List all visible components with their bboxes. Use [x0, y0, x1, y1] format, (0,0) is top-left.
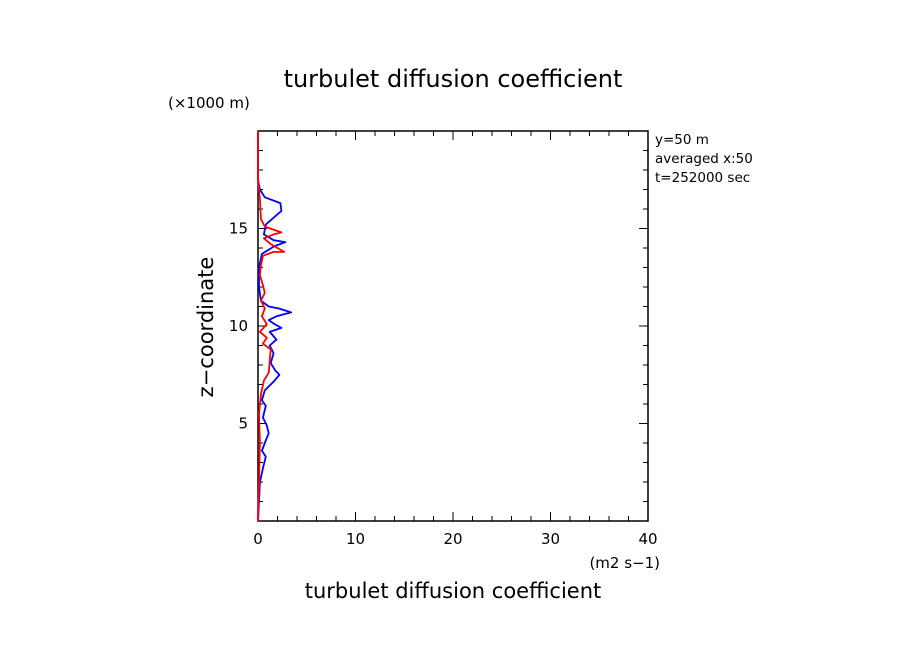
plot-area: 0 10 20 30 40 5 10 15 — [229, 130, 658, 548]
plot-frame — [257, 130, 649, 522]
x-tick-label: 30 — [541, 530, 560, 548]
info-line-average: averaged x:50 — [655, 151, 753, 167]
x-tick-label: 0 — [253, 530, 263, 548]
y-tick-label: 10 — [229, 317, 248, 335]
x-unit-label: (m2 s−1) — [589, 554, 660, 572]
x-tick-label: 10 — [346, 530, 365, 548]
series-line-1 — [257, 131, 286, 522]
x-tick-label: 20 — [443, 530, 462, 548]
x-axis-label: turbulet diffusion coefficient — [305, 579, 602, 603]
info-line-time: t=252000 sec — [655, 170, 750, 186]
info-line-y: y=50 m — [655, 132, 709, 148]
y-unit-label: (×1000 m) — [168, 94, 250, 112]
y-axis-label: z−coordinate — [194, 257, 218, 398]
y-tick-label: 5 — [238, 415, 248, 433]
x-tick-label: 40 — [638, 530, 657, 548]
series-layer — [257, 131, 292, 522]
chart-title: turbulet diffusion coefficient — [284, 65, 623, 93]
y-tick-label: 15 — [229, 220, 248, 238]
